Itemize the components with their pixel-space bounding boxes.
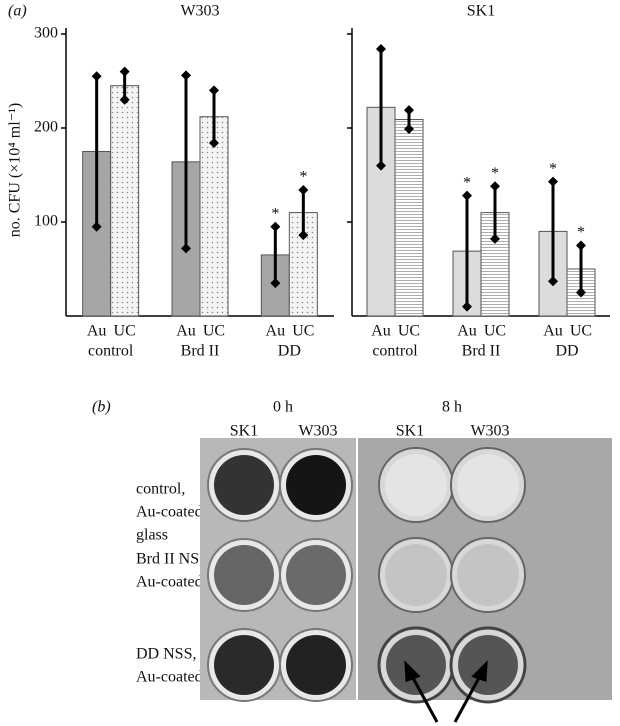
photo-0h xyxy=(200,438,356,702)
arrows xyxy=(404,660,488,723)
row-label: Au-coated xyxy=(136,574,203,591)
panel-label: (a) xyxy=(8,3,27,20)
series-label: Au xyxy=(176,323,196,340)
error-cap xyxy=(490,233,500,244)
panel-label: (b) xyxy=(92,399,111,416)
error-cap xyxy=(119,66,130,77)
category-label: Brd II xyxy=(181,343,220,360)
error-cap xyxy=(376,44,386,55)
time-label: 8 h xyxy=(442,399,462,416)
row-label: Au-coated xyxy=(136,669,203,686)
error-cap xyxy=(298,230,309,241)
significance: * xyxy=(271,205,279,222)
significance: * xyxy=(463,174,471,191)
category-label: control xyxy=(372,343,418,360)
y-tick-label: 100 xyxy=(34,213,58,230)
error-cap xyxy=(462,301,472,312)
category-label: DD xyxy=(555,343,578,360)
series-label: UC xyxy=(484,323,506,340)
strain-label: W303 xyxy=(298,423,337,440)
error-cap xyxy=(548,176,558,187)
error-cap xyxy=(209,138,219,149)
photo-8h xyxy=(358,438,612,704)
error-cap xyxy=(181,243,191,254)
significance: * xyxy=(299,169,307,186)
series-label: UC xyxy=(570,323,592,340)
error-cap xyxy=(91,221,102,232)
error-cap xyxy=(91,71,102,82)
category-label: DD xyxy=(278,343,301,360)
error-cap xyxy=(298,185,309,196)
error-cap xyxy=(270,278,281,289)
error-cap xyxy=(270,221,281,232)
series-label: Au xyxy=(371,323,391,340)
strain-label: W303 xyxy=(470,423,509,440)
strain-label: SK1 xyxy=(396,423,424,440)
error-cap xyxy=(576,287,586,298)
significance: * xyxy=(577,224,585,241)
error-cap xyxy=(119,94,130,105)
y-tick-label: 300 xyxy=(34,25,58,42)
error-cap xyxy=(376,160,386,171)
error-cap xyxy=(181,70,191,81)
error-cap xyxy=(548,276,558,287)
row-label: DD NSS, xyxy=(136,646,196,663)
error-cap xyxy=(576,240,586,251)
row-label: Brd II NSS, xyxy=(136,551,212,568)
category-label: control xyxy=(88,343,134,360)
y-axis-label: no. CFU (×10⁴ ml⁻¹) xyxy=(7,103,24,238)
significance: * xyxy=(491,165,499,182)
series-label: UC xyxy=(398,323,420,340)
error-cap xyxy=(404,123,414,134)
time-label: 0 h xyxy=(273,399,293,416)
chart-title: SK1 xyxy=(467,3,495,20)
chart-title: W303 xyxy=(180,3,219,20)
category-label: Brd II xyxy=(462,343,501,360)
series-label: Au xyxy=(266,323,286,340)
series-label: UC xyxy=(203,323,225,340)
row-label: glass xyxy=(136,527,168,544)
series-label: Au xyxy=(87,323,107,340)
series-label: Au xyxy=(457,323,477,340)
strain-label: SK1 xyxy=(230,423,258,440)
error-cap xyxy=(209,85,219,96)
series-label: Au xyxy=(543,323,563,340)
y-tick-label: 200 xyxy=(34,119,58,136)
significance: * xyxy=(549,160,557,177)
bar xyxy=(110,85,140,317)
error-cap xyxy=(462,190,472,201)
series-label: UC xyxy=(292,323,314,340)
series-label: UC xyxy=(114,323,136,340)
error-cap xyxy=(404,105,414,116)
bar xyxy=(394,119,424,317)
row-label: Au-coated xyxy=(136,504,203,521)
row-label: control, xyxy=(136,481,185,498)
error-cap xyxy=(490,181,500,192)
